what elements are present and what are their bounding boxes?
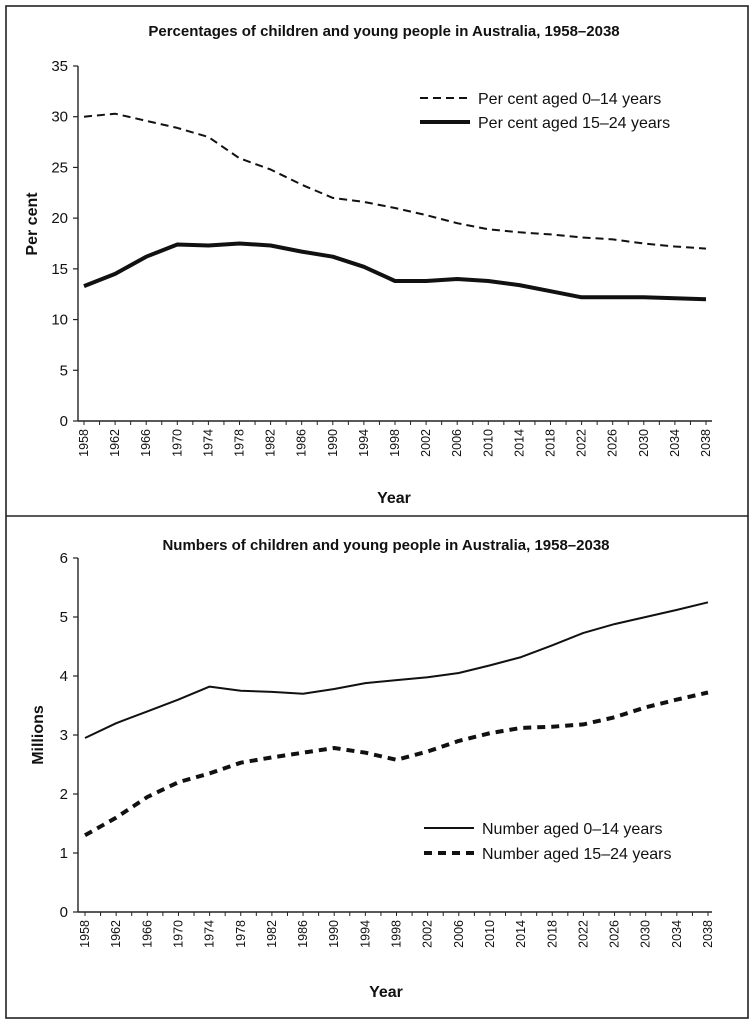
x-tick-label: 2018 — [544, 429, 558, 457]
x-tick-label: 1998 — [388, 429, 402, 457]
series-line-0 — [84, 601, 709, 739]
legend: Number aged 0–14 years Number aged 15–24… — [424, 821, 671, 863]
x-tick-label: 2030 — [637, 429, 651, 457]
x-tick-label: 1958 — [78, 920, 92, 948]
legend-label-15-24: Per cent aged 15–24 years — [478, 115, 670, 132]
x-tick-label: 1978 — [234, 920, 248, 948]
x-tick-label: 1994 — [357, 429, 371, 457]
y-tick-label: 5 — [60, 362, 68, 379]
x-tick-label: 1966 — [140, 920, 154, 948]
percentage-chart: Percentages of children and young people… — [24, 23, 713, 507]
x-tick-label: 2018 — [545, 920, 559, 948]
axes — [77, 558, 712, 913]
x-tick-label: 2026 — [606, 429, 620, 457]
x-tick-label: 1994 — [358, 920, 372, 948]
chart-title: Numbers of children and young people in … — [162, 537, 609, 554]
x-ticks: 1958 1962 1966 1970 1974 1978 1982 1986 1990 1994… — [77, 421, 713, 457]
y-tick-label: 5 — [60, 609, 68, 626]
x-axis-label: Year — [369, 984, 403, 1001]
x-tick-label: 2010 — [483, 920, 497, 948]
series-line-0 — [83, 112, 707, 250]
legend-label-0-14: Number aged 0–14 years — [482, 821, 663, 838]
x-tick-label: 2038 — [699, 429, 713, 457]
legend-label-15-24: Number aged 15–24 years — [482, 846, 671, 863]
legend-label-0-14: Per cent aged 0–14 years — [478, 91, 661, 108]
x-tick-label: 2030 — [639, 920, 653, 948]
y-axis-label: Per cent — [24, 192, 41, 256]
x-tick-label: 1970 — [171, 920, 185, 948]
y-tick-label: 0 — [60, 904, 68, 921]
y-tick-label: 10 — [51, 312, 68, 329]
y-tick-label: 35 — [51, 58, 68, 75]
x-tick-label: 2006 — [450, 429, 464, 457]
x-tick-label: 1962 — [109, 920, 123, 948]
x-tick-label: 1986 — [296, 920, 310, 948]
x-tick-label: 2010 — [481, 429, 495, 457]
x-tick-label: 1958 — [77, 429, 91, 457]
x-tick-label: 1982 — [265, 920, 279, 948]
x-tick-label: 2002 — [419, 429, 433, 457]
y-ticks: 0 1 2 3 4 5 6 — [60, 550, 78, 921]
x-tick-label: 1962 — [108, 429, 122, 457]
x-tick-label: 2006 — [452, 920, 466, 948]
y-tick-label: 25 — [51, 159, 68, 176]
x-tick-label: 2022 — [576, 920, 590, 948]
x-tick-label: 1986 — [295, 429, 309, 457]
y-tick-label: 15 — [51, 261, 68, 278]
x-tick-label: 1974 — [201, 429, 215, 457]
x-axis-label: Year — [377, 490, 411, 507]
series-lines — [84, 601, 709, 838]
chart-title: Percentages of children and young people… — [148, 23, 619, 40]
y-tick-label: 2 — [60, 786, 68, 803]
y-ticks: 0 5 10 15 20 25 30 35 — [51, 58, 78, 430]
x-tick-label: 1970 — [170, 429, 184, 457]
x-tick-label: 1998 — [390, 920, 404, 948]
legend: Per cent aged 0–14 years Per cent aged 1… — [420, 91, 670, 132]
axes — [77, 66, 712, 422]
x-ticks: 1958 1962 1966 1970 1974 1978 1982 1986 1990 1994… — [78, 912, 715, 948]
x-tick-label: 2014 — [512, 429, 526, 457]
y-tick-label: 0 — [60, 413, 68, 430]
x-tick-label: 2034 — [668, 429, 682, 457]
x-tick-label: 2034 — [670, 920, 684, 948]
x-tick-label: 2026 — [608, 920, 622, 948]
x-tick-label: 1978 — [233, 429, 247, 457]
x-tick-label: 2014 — [514, 920, 528, 948]
x-tick-label: 1990 — [326, 429, 340, 457]
x-tick-label: 1974 — [203, 920, 217, 948]
y-tick-label: 6 — [60, 550, 68, 567]
outer-border — [5, 5, 749, 1019]
x-tick-label: 2002 — [421, 920, 435, 948]
x-tick-label: 1966 — [139, 429, 153, 457]
x-tick-label: 1990 — [327, 920, 341, 948]
x-tick-label: 2038 — [701, 920, 715, 948]
y-axis-label: Millions — [30, 705, 47, 765]
y-tick-label: 3 — [60, 727, 68, 744]
series-line-1 — [84, 690, 709, 838]
y-tick-label: 1 — [60, 845, 68, 862]
x-tick-label: 2022 — [575, 429, 589, 457]
y-tick-label: 4 — [60, 668, 68, 685]
numbers-chart: Numbers of children and young people in … — [30, 537, 715, 1001]
x-tick-label: 1982 — [264, 429, 278, 457]
series-lines — [83, 112, 707, 302]
series-line-1 — [83, 241, 707, 302]
y-tick-label: 20 — [51, 210, 68, 227]
y-tick-label: 30 — [51, 109, 68, 126]
